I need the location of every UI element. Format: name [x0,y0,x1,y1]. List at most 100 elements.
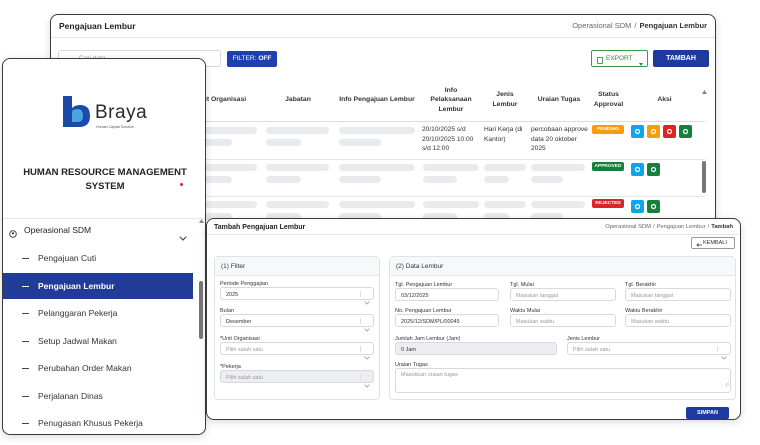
breadcrumb: Operasional SDM / Pengajuan Lembur / Tambah [605,224,733,230]
cell-jenis: Hari Kerja (di Kantor) [484,126,523,143]
field-label: Uraian Tugas [395,362,428,368]
loading-placeholder [266,201,329,208]
select-divider [360,374,361,380]
section-chevron [179,228,187,246]
loading-placeholder [201,139,232,146]
column-header-text: Info Pengajuan Lembur [339,96,415,104]
text-input[interactable]: Masukan tanggal [625,288,731,301]
menu-label: Pelanggaran Pekerja [38,308,118,318]
input-value: Desember [226,318,252,325]
breadcrumb: Operasional SDM / Pengajuan Lembur [572,21,707,30]
loading-placeholder [339,201,415,208]
breadcrumb-middle[interactable]: Pengajuan Lembur [656,224,706,230]
page-title: Pengajuan Lembur [59,21,136,31]
action-button[interactable] [647,200,660,213]
text-input[interactable]: Masukan waktu [625,314,731,327]
loading-placeholder [339,176,381,183]
text-input[interactable]: Masukan waktu [510,314,616,327]
loading-placeholder [531,213,564,220]
loading-placeholder [266,176,301,183]
text-input[interactable]: Masukkan uraian tugas [395,368,731,393]
field-label: Bulan [220,308,235,314]
menu-label: Pengajuan Lembur [38,280,115,291]
menu-item[interactable]: Pengajuan Lembur [3,272,193,299]
menu-item[interactable]: Penugasan Khusus Pekerja [3,410,193,434]
action-button[interactable] [679,125,692,138]
menu-item[interactable]: Pelanggaran Pekerja [3,300,193,326]
scrollbar-thumb [702,161,706,193]
input-placeholder: Pilih salah satu [573,346,610,353]
field-label: Tgl. Mulai [510,282,534,288]
menu-label: Perjalanan Dinas [38,390,103,401]
field-label: Tgl. Pengajuan Lembur [395,282,453,288]
save-button[interactable]: SIMPAN [686,407,729,419]
input-placeholder: Masukan waktu [516,318,555,325]
breadcrumb-parent[interactable]: Operasional SDM [572,21,632,30]
select-input[interactable]: Desember [220,314,374,332]
section-icon [9,225,17,243]
loading-placeholder [423,213,457,220]
menu-item[interactable]: Setup Jadwal Makan [3,328,193,354]
loading-placeholder [201,201,257,208]
menu-item[interactable]: Perubahan Order Makan [3,355,193,381]
scroll-up [702,81,707,99]
loading-placeholder [201,176,232,183]
form-card: (2) Data Lembur Tgl. Pengajuan Lembur 03/1… [389,256,736,400]
field-label: *Unit Organisasi [220,336,260,342]
text-input[interactable]: Masukan tanggal [510,288,616,301]
action-button[interactable] [631,163,644,176]
select-input[interactable]: Pilih salah satu [567,342,731,360]
loading-placeholder [484,176,510,183]
text-input[interactable]: 03/12/2025 [395,288,499,301]
loading-placeholder [339,164,415,171]
input-value: 2025 [226,291,239,298]
field-label: Tgl. Berakhir [625,282,657,288]
select-divider [360,318,361,324]
action-button[interactable] [663,125,676,138]
status-badge: REJECTED [592,199,624,208]
menu-label: Penugasan Khusus Pekerja [38,418,143,428]
input-value: 2025/12/SDM/PL/00045 [401,318,460,325]
export-button[interactable]: EXPORT [591,50,648,67]
loading-placeholder [339,139,381,146]
card-header-bg [390,257,735,276]
select-chevron [721,347,727,365]
action-button[interactable] [647,125,660,138]
export-label: EXPORT [606,55,633,62]
breadcrumb-parent[interactable]: Operasional SDM [605,224,651,230]
form-page-panel: Tambah Pengajuan Lembur Operasional SDM / P… [206,218,741,420]
export-icon [597,55,603,70]
select-input[interactable]: 2025 [220,287,374,305]
column-header: Info Pelaksanaan Lembur [421,79,481,121]
scroll-up [199,210,204,228]
filter-button[interactable]: FILTER: OFF [227,51,277,67]
loading-placeholder [339,127,415,134]
add-button[interactable]: TAMBAH [653,50,709,67]
input-placeholder: Masukan waktu [631,318,670,325]
action-button[interactable] [647,163,660,176]
menu-dash [22,313,29,314]
select-input[interactable]: Pilih salah satu [220,370,374,388]
menu-item[interactable]: Perjalanan Dinas [3,383,193,409]
back-button[interactable]: KEMBALI [691,237,735,249]
loading-placeholder [423,164,479,171]
text-input[interactable]: 0 Jam [395,342,557,355]
cell-uraian: percobaan approve data 20 oktober 2025 [531,126,588,153]
select-input[interactable]: Pilih salah satu [220,342,374,360]
back-label: KEMBALI [703,240,727,246]
breadcrumb-current: Pengajuan Lembur [639,21,707,30]
status-badge: PENDING [592,125,624,134]
action-button[interactable] [631,125,644,138]
text-input[interactable]: 2025/12/SDM/PL/00045 [395,314,499,327]
menu-section[interactable]: Operasional SDM [3,219,195,241]
row-divider [171,159,705,160]
divider [3,218,205,219]
action-button[interactable] [631,200,644,213]
menu-item[interactable]: Pengajuan Cuti [3,245,193,271]
breadcrumb-separator: / [707,224,710,230]
menu-dash [22,340,29,342]
back-arrow [696,241,702,251]
loading-placeholder [201,164,257,171]
select-divider [717,346,718,352]
loading-placeholder [339,213,381,220]
